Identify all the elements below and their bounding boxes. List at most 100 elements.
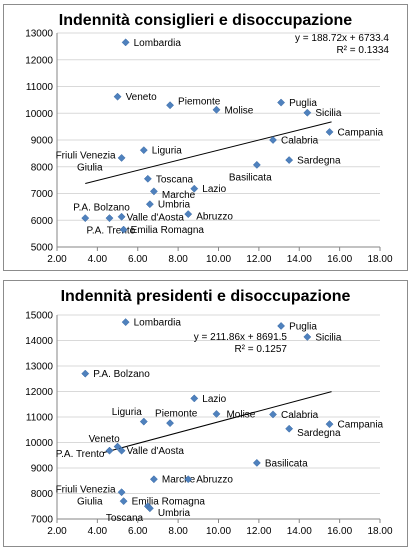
data-point [117,488,126,497]
data-label: Campania [338,420,384,431]
data-point [119,497,128,506]
data-label: Lazio [202,184,226,195]
data-point [145,200,154,209]
data-point [113,92,122,101]
x-tick-label: 16.00 [327,526,352,537]
trendline-formula: y = 188.72x + 6733.4 [295,33,389,44]
x-tick-label: 8.00 [168,254,188,265]
chart-title: Indennità presidenti e disoccupazione [60,288,351,305]
y-tick-label: 12000 [25,55,53,66]
y-tick-label: 7000 [31,189,54,200]
data-label: Lombardia [134,318,182,329]
data-point [121,38,130,47]
x-tick-label: 18.00 [367,254,392,265]
data-label: Liguria [112,407,142,418]
x-tick-label: 12.00 [246,526,271,537]
y-tick-label: 9000 [31,464,54,475]
data-point [252,160,261,169]
y-tick-label: 5000 [31,243,54,254]
data-point [145,504,154,513]
data-point [252,458,261,467]
data-point [117,212,126,221]
data-label: Veneto [126,92,158,103]
chart-consiglieri: Indennità consiglieri e disoccupazione 5… [3,4,408,271]
data-label: Friuli Venezia Giulia [56,485,116,508]
data-point [303,332,312,341]
data-label: P.A. Bolzano [73,203,130,214]
data-label: Lazio [202,394,226,405]
data-point [139,146,148,155]
y-tick-label: 8000 [31,489,54,500]
data-point [119,225,128,234]
data-label: Veneto [89,434,121,445]
data-label: Calabria [281,410,319,421]
data-label: Lombardia [134,38,182,49]
scatter-plot: 7000 8000 9000 10000 11000 12000 13000 14000 150… [25,311,393,538]
x-tick-label: 10.00 [206,526,231,537]
data-point [121,318,130,327]
data-point [81,369,90,378]
data-label: Abruzzo [196,475,233,486]
data-point [113,442,122,451]
x-tick-label: 14.00 [287,526,312,537]
data-point [269,136,277,144]
data-point [325,128,334,136]
y-tick-label: 12000 [25,387,53,398]
data-point [149,187,158,196]
data-label: Piemonte [178,97,221,108]
data-point [277,98,286,107]
chart-title: Indennità consiglieri e disoccupazione [58,12,353,29]
data-point [184,475,193,484]
data-point [166,101,175,110]
trendline-r-squared: R² = 0.1334 [336,45,389,56]
x-tick-label: 18.00 [367,526,392,537]
data-point [184,210,193,219]
y-tick-label: 13000 [25,29,53,40]
x-tick-label: 2.00 [47,526,67,537]
data-point [105,214,114,223]
trendline [103,391,332,454]
data-point [325,420,334,429]
data-point [117,446,126,455]
data-point [117,153,126,162]
data-label: Sardegna [297,156,341,167]
data-label: P.A. Trento [56,449,105,460]
chart-presidenti: Indennità presidenti e disoccupazione 70… [3,280,408,547]
data-label: Valle d'Aosta [127,212,185,223]
data-label: Sicilia [315,332,342,343]
y-tick-label: 11000 [26,82,54,93]
data-point [285,424,294,433]
trendline [85,121,332,184]
data-point [277,322,286,330]
y-tick-label: 6000 [31,216,54,227]
data-label: P.A. Bolzano [93,369,150,380]
y-tick-label: 11000 [26,413,54,424]
data-point [139,417,148,426]
data-point [212,105,221,114]
y-tick-label: 14000 [25,336,53,347]
data-label: Liguria [152,146,182,157]
trendline-equation: y = 188.72x + 6733.4 R² = 0.1334 [295,33,389,57]
x-tick-label: 6.00 [128,526,148,537]
data-label: Molise [226,409,255,420]
trendline-r-squared: R² = 0.1257 [234,344,287,355]
data-label: Calabria [281,136,319,147]
y-tick-label: 10000 [25,109,53,120]
x-tick-label: 2.00 [47,254,67,265]
x-tick-label: 4.00 [88,526,108,537]
data-label: Marche [162,475,196,486]
data-label: Basilicata [265,458,308,469]
data-label: Basilicata [229,172,272,183]
data-label: Marche [162,190,196,201]
data-label: Friuli Venezia Giulia [56,150,116,173]
x-tick-label: 12.00 [246,254,271,265]
data-label: Puglia [289,321,317,332]
data-label: Abruzzo [196,212,233,223]
data-label: Sardegna [297,428,341,439]
data-label: Toscana [156,174,194,185]
data-point [212,409,221,418]
data-point [285,156,294,165]
data-label: Molise [224,105,253,116]
data-point [190,394,199,403]
x-tick-label: 14.00 [287,254,312,265]
